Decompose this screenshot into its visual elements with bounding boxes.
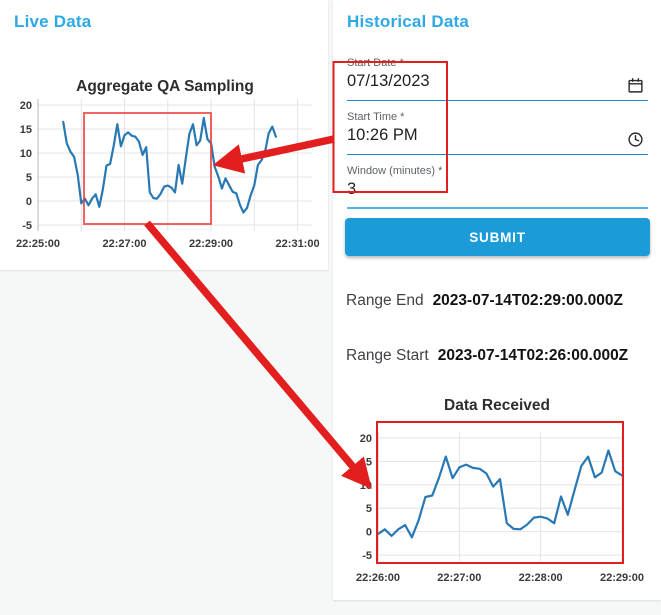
range-start-label: Range Start xyxy=(346,347,429,364)
svg-text:-5: -5 xyxy=(22,220,32,232)
range-start-value: 2023-07-14T02:26:00.000Z xyxy=(437,347,629,364)
svg-text:20: 20 xyxy=(360,433,372,445)
svg-text:5: 5 xyxy=(366,503,372,515)
window-minutes-underline xyxy=(347,207,648,209)
submit-button[interactable]: SUBMIT xyxy=(345,218,650,256)
historical-data-heading: Historical Data xyxy=(347,12,470,31)
svg-text:22:28:00: 22:28:00 xyxy=(519,572,563,584)
svg-text:22:31:00: 22:31:00 xyxy=(276,238,320,250)
svg-text:20: 20 xyxy=(20,100,32,112)
historical-data-panel: Historical Data Start Date * 07/13/2023 … xyxy=(333,0,661,600)
svg-text:22:26:00: 22:26:00 xyxy=(356,572,400,584)
window-minutes-input[interactable]: 3 xyxy=(347,180,357,198)
range-end-row: Range End 2023-07-14T02:29:00.000Z xyxy=(346,292,623,310)
svg-text:22:27:00: 22:27:00 xyxy=(437,572,481,584)
start-date-label: Start Date * xyxy=(347,57,404,69)
live-data-panel: Live Data -5 0 5 10 15 20 22:25:00 22:27:00 22:2… xyxy=(0,0,328,270)
svg-text:22:29:00: 22:29:00 xyxy=(189,238,233,250)
live-chart: -5 0 5 10 15 20 22:25:00 22:27:00 22:29:00 22:31:… xyxy=(16,78,320,250)
start-time-field[interactable]: Start Time * 10:26 PM xyxy=(347,111,648,155)
svg-text:0: 0 xyxy=(366,527,372,539)
start-date-field[interactable]: Start Date * 07/13/2023 xyxy=(347,57,648,101)
svg-text:15: 15 xyxy=(360,456,372,468)
svg-text:10: 10 xyxy=(360,480,372,492)
range-end-label: Range End xyxy=(346,292,424,309)
start-time-underline xyxy=(347,154,648,155)
calendar-icon[interactable] xyxy=(627,77,644,94)
svg-text:10: 10 xyxy=(20,148,32,160)
start-time-input[interactable]: 10:26 PM xyxy=(347,126,418,144)
start-date-input[interactable]: 07/13/2023 xyxy=(347,72,430,90)
svg-text:22:29:00: 22:29:00 xyxy=(600,572,644,584)
start-date-underline xyxy=(347,100,648,101)
data-received-chart: -5 0 5 10 15 20 22:26:00 22:27:00 22:28:00 22:29:… xyxy=(356,397,644,584)
svg-text:-5: -5 xyxy=(362,550,372,562)
svg-text:0: 0 xyxy=(26,196,32,208)
svg-text:Data Received: Data Received xyxy=(444,397,550,414)
svg-text:15: 15 xyxy=(20,124,32,136)
svg-text:5: 5 xyxy=(26,172,32,184)
window-minutes-field[interactable]: Window (minutes) * 3 xyxy=(347,165,648,209)
live-data-heading: Live Data xyxy=(14,12,92,31)
start-time-label: Start Time * xyxy=(347,111,405,123)
svg-text:22:27:00: 22:27:00 xyxy=(103,238,147,250)
svg-text:Aggregate QA Sampling: Aggregate QA Sampling xyxy=(76,78,254,95)
range-start-row: Range Start 2023-07-14T02:26:00.000Z xyxy=(346,347,628,365)
window-minutes-label: Window (minutes) * xyxy=(347,165,443,177)
range-end-value: 2023-07-14T02:29:00.000Z xyxy=(432,292,623,309)
clock-icon[interactable] xyxy=(627,131,644,148)
svg-text:22:25:00: 22:25:00 xyxy=(16,238,60,250)
